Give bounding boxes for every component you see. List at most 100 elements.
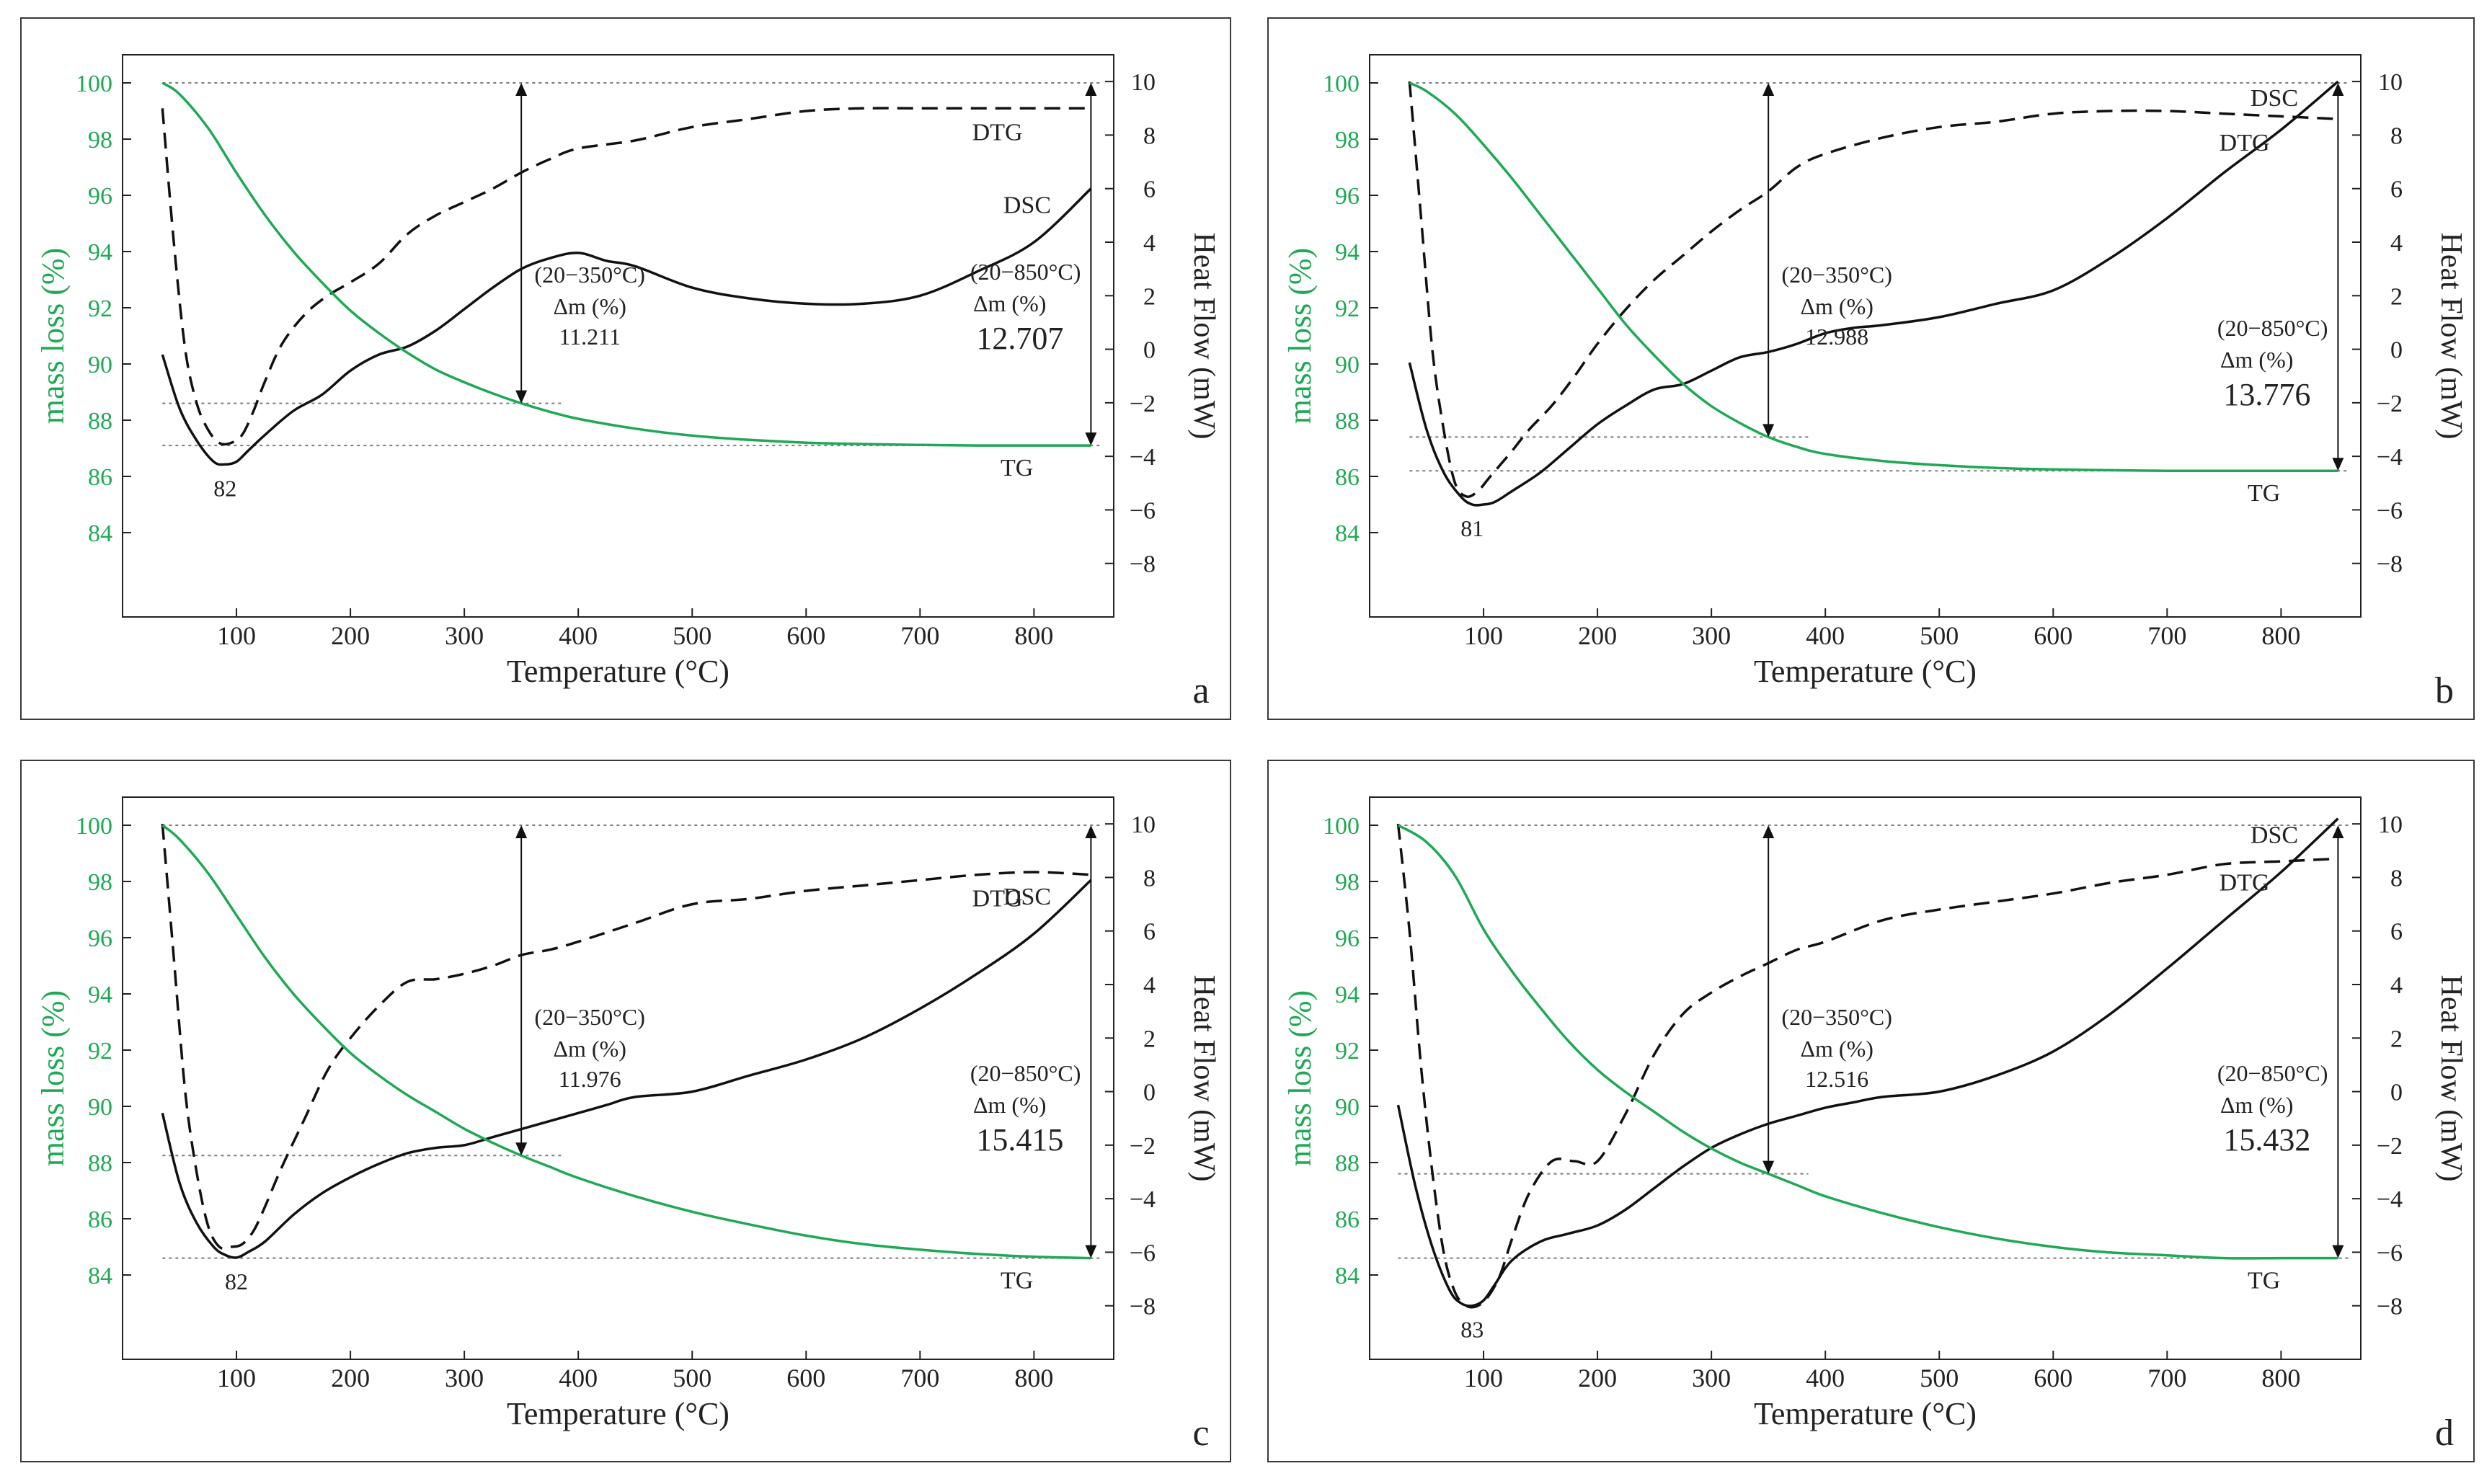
x-tick-label: 100 xyxy=(217,1364,256,1392)
dsc-curve xyxy=(1396,817,2339,1307)
dtg-label: DTG xyxy=(2220,869,2270,896)
y-right-tick-label: −4 xyxy=(2377,1186,2403,1213)
y-right-tick-label: −4 xyxy=(1130,444,1156,471)
y-left-tick-label: 96 xyxy=(1335,183,1360,210)
y-right-tick-label: 0 xyxy=(1143,337,1156,364)
y-right-tick-label: 6 xyxy=(1143,919,1156,946)
arrow-20-350-head-up xyxy=(515,83,528,96)
y-left-tick-label: 98 xyxy=(1335,127,1360,154)
arrow-20-350-head-down xyxy=(1762,1160,1775,1174)
x-tick-label: 200 xyxy=(1578,621,1617,650)
x-tick-label: 800 xyxy=(1014,1364,1053,1392)
value1-label: 12.516 xyxy=(1805,1066,1868,1092)
y-right-tick-label: 2 xyxy=(2390,1026,2403,1052)
panel-letter: c xyxy=(1192,1413,1209,1454)
y-right-tick-label: −2 xyxy=(2377,1133,2403,1160)
y-left-tick-label: 92 xyxy=(1335,1038,1360,1065)
arrow-20-850-head-down xyxy=(1085,432,1097,446)
y-right-tick-label: −6 xyxy=(1130,497,1156,524)
panel-letter: a xyxy=(1192,670,1209,711)
value1-label: 12.988 xyxy=(1805,324,1868,350)
x-tick-label: 500 xyxy=(1920,621,1959,650)
dsc-label: DSC xyxy=(2251,822,2298,849)
y-right-tick-label: −6 xyxy=(1130,1240,1156,1266)
y-left-tick-label: 90 xyxy=(88,1094,112,1121)
x-tick-label: 100 xyxy=(217,621,256,650)
y-left-tick-label: 84 xyxy=(1335,520,1360,547)
chart-svg: 100 200 300 400 500 600 700 8008486889092949698… xyxy=(1282,796,2467,1454)
dsc-minimum-label: 83 xyxy=(1460,1317,1484,1343)
x-tick-label: 400 xyxy=(559,621,598,650)
arrow-20-350-head-up xyxy=(515,825,528,838)
dsc-label: DSC xyxy=(1003,192,1051,219)
y-left-tick-label: 88 xyxy=(88,1150,112,1177)
tg-curve xyxy=(161,81,1091,447)
y-left-axis-title: mass loss (%) xyxy=(1282,248,1318,424)
dtg-label: DTG xyxy=(2220,130,2270,156)
dm1-label: Δm (%) xyxy=(553,1036,626,1062)
x-tick-label: 800 xyxy=(2261,621,2300,650)
y-left-axis-title: mass loss (%) xyxy=(1282,990,1318,1166)
y-left-tick-label: 86 xyxy=(1335,464,1360,491)
arrow-20-350-head-up xyxy=(1762,825,1775,838)
tg-label: TG xyxy=(2248,1268,2280,1294)
y-right-tick-label: 0 xyxy=(2390,337,2403,364)
x-tick-label: 800 xyxy=(2261,1364,2300,1392)
range2-label: (20−850°C) xyxy=(970,1060,1081,1086)
dm1-label: Δm (%) xyxy=(1800,1036,1873,1062)
y-left-tick-label: 98 xyxy=(1335,869,1360,896)
arrow-20-350-head-down xyxy=(515,390,528,404)
x-tick-label: 500 xyxy=(673,1364,711,1392)
y-left-axis-title: mass loss (%) xyxy=(35,248,71,424)
y-right-tick-label: 6 xyxy=(2390,919,2403,946)
y-right-tick-label: 8 xyxy=(2390,865,2403,892)
x-tick-label: 100 xyxy=(1464,1364,1503,1392)
y-left-tick-label: 96 xyxy=(88,183,112,210)
dtg-curve xyxy=(161,107,1091,446)
dm2-label: Δm (%) xyxy=(2220,1092,2293,1118)
x-tick-label: 800 xyxy=(1014,621,1053,650)
arrow-20-850-head-up xyxy=(1085,83,1097,96)
y-right-tick-label: 6 xyxy=(2390,177,2403,203)
y-right-tick-label: 4 xyxy=(2390,972,2403,999)
y-left-tick-label: 86 xyxy=(1335,1207,1360,1233)
x-tick-label: 600 xyxy=(2034,1364,2072,1392)
y-right-tick-label: 2 xyxy=(1143,283,1156,310)
plot-frame xyxy=(122,796,1114,1360)
x-tick-label: 600 xyxy=(786,1364,825,1392)
chart-panel-d: 100 200 300 400 500 600 700 800 84 86 88 90 92 94 96 98… xyxy=(1267,760,2475,1462)
y-left-tick-label: 98 xyxy=(88,127,112,154)
y-left-tick-label: 96 xyxy=(88,925,112,952)
y-left-tick-label: 92 xyxy=(1335,296,1360,322)
y-right-tick-label: 4 xyxy=(2390,230,2403,257)
tg-label: TG xyxy=(1001,1268,1033,1294)
y-left-tick-label: 88 xyxy=(1335,1150,1360,1177)
x-tick-label: 300 xyxy=(1692,1364,1731,1392)
y-right-tick-label: −2 xyxy=(1130,391,1156,417)
value1-label: 11.211 xyxy=(559,324,621,350)
y-right-tick-label: −8 xyxy=(2377,1294,2403,1320)
x-tick-label: 700 xyxy=(900,621,939,650)
dm2-label: Δm (%) xyxy=(973,290,1046,316)
y-right-axis-title: Heat Flow (mW) xyxy=(1187,975,1220,1182)
y-right-axis-title: Heat Flow (mW) xyxy=(2434,975,2467,1182)
x-tick-label: 300 xyxy=(445,621,484,650)
value2-label: 15.432 xyxy=(2223,1122,2310,1158)
value2-label: 15.415 xyxy=(976,1122,1063,1158)
y-left-tick-label: 98 xyxy=(88,869,112,896)
chart-svg: 100 200 300 400 500 600 700 8008486889092949698… xyxy=(35,54,1220,711)
value2-label: 12.707 xyxy=(976,321,1063,356)
arrow-20-350-head-up xyxy=(1762,83,1775,96)
y-left-tick-label: 84 xyxy=(88,520,112,547)
chart-panel-c: 100 200 300 400 500 600 700 800 84 86 88 90 92 94 96 98… xyxy=(20,760,1231,1462)
x-tick-label: 400 xyxy=(1806,621,1845,650)
dtg-label: DTG xyxy=(972,886,1023,912)
x-tick-label: 500 xyxy=(673,621,711,650)
x-tick-label: 600 xyxy=(786,621,825,650)
arrow-20-850-head-up xyxy=(1085,825,1097,838)
y-right-tick-label: 10 xyxy=(1131,69,1156,96)
y-right-tick-label: −6 xyxy=(2377,1240,2403,1266)
y-left-tick-label: 100 xyxy=(76,71,112,97)
y-right-tick-label: 4 xyxy=(1143,972,1156,999)
y-left-axis-title: mass loss (%) xyxy=(35,990,71,1166)
